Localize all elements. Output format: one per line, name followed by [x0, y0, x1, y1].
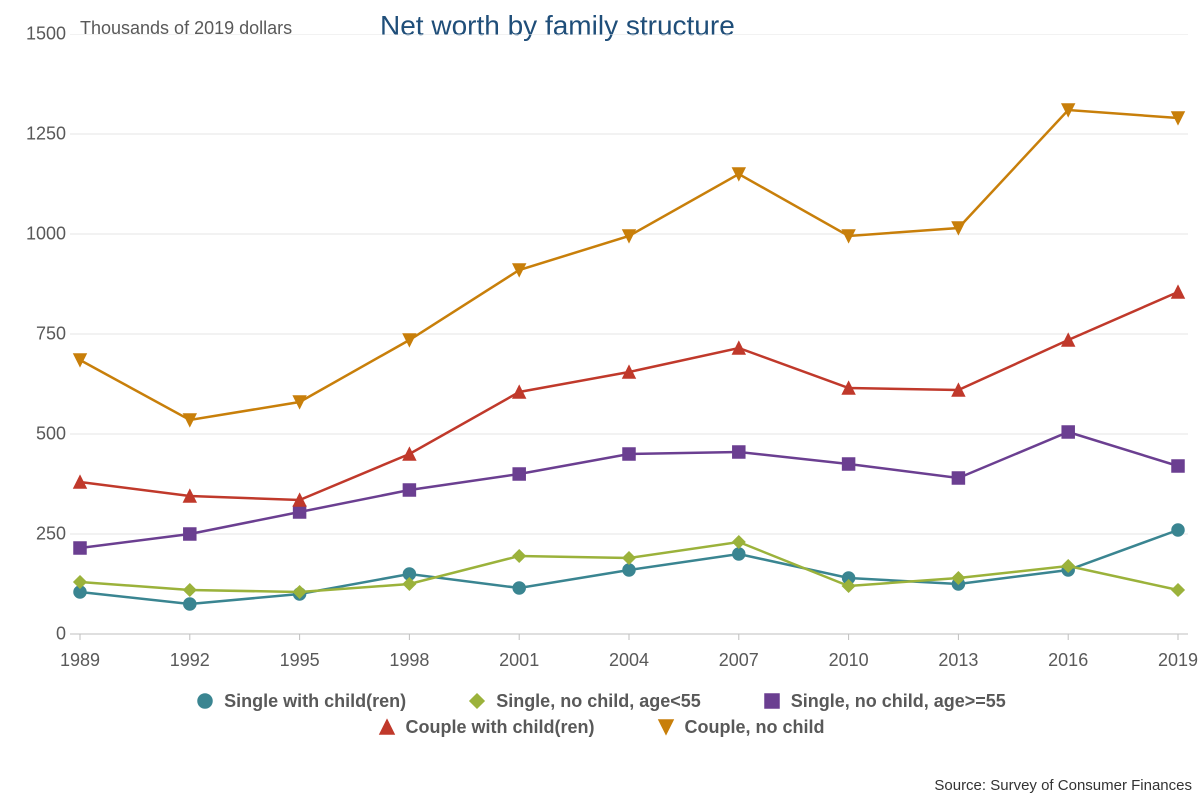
- x-tick-label: 1995: [280, 650, 320, 671]
- y-tick-label: 1000: [6, 224, 66, 245]
- legend-label: Single, no child, age<55: [496, 691, 701, 712]
- x-tick-label: 1989: [60, 650, 100, 671]
- chart-container: Net worth by family structure Thousands …: [0, 0, 1200, 800]
- x-tick-label: 1998: [389, 650, 429, 671]
- x-tick-label: 1992: [170, 650, 210, 671]
- x-tick-label: 2007: [719, 650, 759, 671]
- legend-label: Single with child(ren): [224, 691, 406, 712]
- x-tick-label: 2013: [938, 650, 978, 671]
- diamond-icon: [466, 690, 488, 712]
- legend-label: Single, no child, age>=55: [791, 691, 1006, 712]
- legend-item: Single, no child, age<55: [466, 690, 701, 712]
- y-tick-label: 1250: [6, 124, 66, 145]
- legend-item: Couple with child(ren): [376, 716, 595, 738]
- y-tick-label: 1500: [6, 24, 66, 45]
- chart-plot: [70, 34, 1188, 644]
- circle-icon: [194, 690, 216, 712]
- y-tick-label: 250: [6, 524, 66, 545]
- legend-item: Couple, no child: [655, 716, 825, 738]
- x-tick-label: 2004: [609, 650, 649, 671]
- triangle-down-icon: [655, 716, 677, 738]
- y-tick-label: 750: [6, 324, 66, 345]
- triangle-up-icon: [376, 716, 398, 738]
- square-icon: [761, 690, 783, 712]
- legend-item: Single, no child, age>=55: [761, 690, 1006, 712]
- x-tick-label: 2016: [1048, 650, 1088, 671]
- legend-label: Couple with child(ren): [406, 717, 595, 738]
- chart-legend: Single with child(ren) Single, no child, …: [0, 690, 1200, 742]
- y-tick-label: 500: [6, 424, 66, 445]
- chart-source: Source: Survey of Consumer Finances: [934, 777, 1192, 794]
- legend-item: Single with child(ren): [194, 690, 406, 712]
- x-tick-label: 2010: [829, 650, 869, 671]
- x-tick-label: 2001: [499, 650, 539, 671]
- x-tick-label: 2019: [1158, 650, 1198, 671]
- y-tick-label: 0: [6, 624, 66, 645]
- legend-label: Couple, no child: [685, 717, 825, 738]
